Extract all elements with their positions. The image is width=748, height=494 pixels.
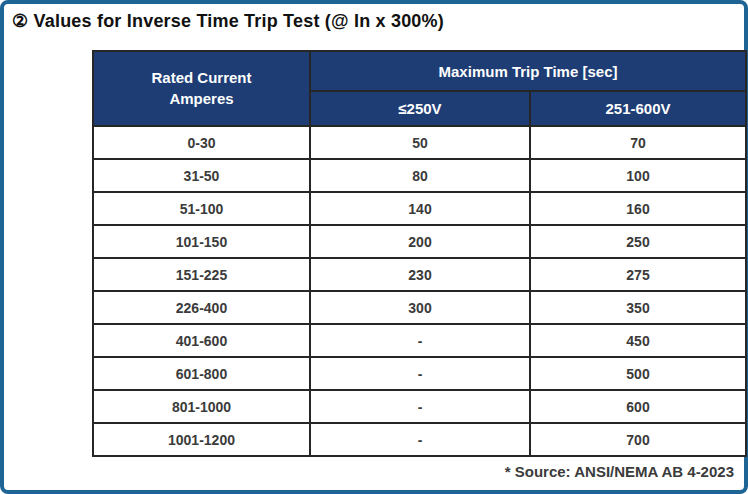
table-row: 151-225230275 xyxy=(93,258,746,291)
trip-test-panel: ② Values for Inverse Time Trip Test (@ I… xyxy=(0,0,748,494)
trip-time-250v-cell: 50 xyxy=(310,126,530,159)
trip-time-250v-cell: 200 xyxy=(310,225,530,258)
rated-current-cell: 1001-1200 xyxy=(93,423,310,456)
trip-time-250v-cell: 140 xyxy=(310,192,530,225)
source-note: * Source: ANSI/NEMA AB 4-2023 xyxy=(505,463,734,480)
table-row: 51-100140160 xyxy=(93,192,746,225)
rated-current-cell: 51-100 xyxy=(93,192,310,225)
rated-current-cell: 801-1000 xyxy=(93,390,310,423)
table-header: Rated Current Amperes Maximum Trip Time … xyxy=(93,51,746,126)
trip-time-250v-cell: - xyxy=(310,324,530,357)
page-title: ② Values for Inverse Time Trip Test (@ I… xyxy=(12,10,444,32)
trip-time-600v-cell: 350 xyxy=(530,291,746,324)
header-sub-251-600v: 251-600V xyxy=(530,91,746,126)
trip-time-600v-cell: 700 xyxy=(530,423,746,456)
trip-time-600v-cell: 275 xyxy=(530,258,746,291)
table-row: 0-305070 xyxy=(93,126,746,159)
header-sub-250v: ≤250V xyxy=(310,91,530,126)
rated-current-cell: 151-225 xyxy=(93,258,310,291)
trip-time-250v-cell: 230 xyxy=(310,258,530,291)
table-row: 801-1000-600 xyxy=(93,390,746,423)
rated-current-cell: 0-30 xyxy=(93,126,310,159)
trip-time-250v-cell: 300 xyxy=(310,291,530,324)
header-rated-current: Rated Current Amperes xyxy=(93,51,310,126)
rated-current-cell: 226-400 xyxy=(93,291,310,324)
trip-time-250v-cell: - xyxy=(310,357,530,390)
trip-time-600v-cell: 600 xyxy=(530,390,746,423)
trip-time-600v-cell: 160 xyxy=(530,192,746,225)
header-rated-current-line1: Rated Current xyxy=(94,68,309,88)
table-body: 0-30507031-508010051-100140160101-150200… xyxy=(93,126,746,456)
table-row: 1001-1200-700 xyxy=(93,423,746,456)
trip-time-250v-cell: 80 xyxy=(310,159,530,192)
trip-time-600v-cell: 450 xyxy=(530,324,746,357)
trip-time-600v-cell: 250 xyxy=(530,225,746,258)
trip-time-250v-cell: - xyxy=(310,423,530,456)
header-maximum-trip-time: Maximum Trip Time [sec] xyxy=(310,51,746,91)
trip-time-600v-cell: 70 xyxy=(530,126,746,159)
trip-time-600v-cell: 100 xyxy=(530,159,746,192)
table-row: 226-400300350 xyxy=(93,291,746,324)
trip-time-600v-cell: 500 xyxy=(530,357,746,390)
rated-current-cell: 31-50 xyxy=(93,159,310,192)
rated-current-cell: 601-800 xyxy=(93,357,310,390)
header-row-group: Rated Current Amperes Maximum Trip Time … xyxy=(93,51,746,91)
table-row: 31-5080100 xyxy=(93,159,746,192)
table-row: 601-800-500 xyxy=(93,357,746,390)
trip-time-250v-cell: - xyxy=(310,390,530,423)
rated-current-cell: 401-600 xyxy=(93,324,310,357)
trip-test-table: Rated Current Amperes Maximum Trip Time … xyxy=(92,50,747,457)
table-row: 401-600-450 xyxy=(93,324,746,357)
header-rated-current-line2: Amperes xyxy=(94,89,309,109)
table-row: 101-150200250 xyxy=(93,225,746,258)
rated-current-cell: 101-150 xyxy=(93,225,310,258)
